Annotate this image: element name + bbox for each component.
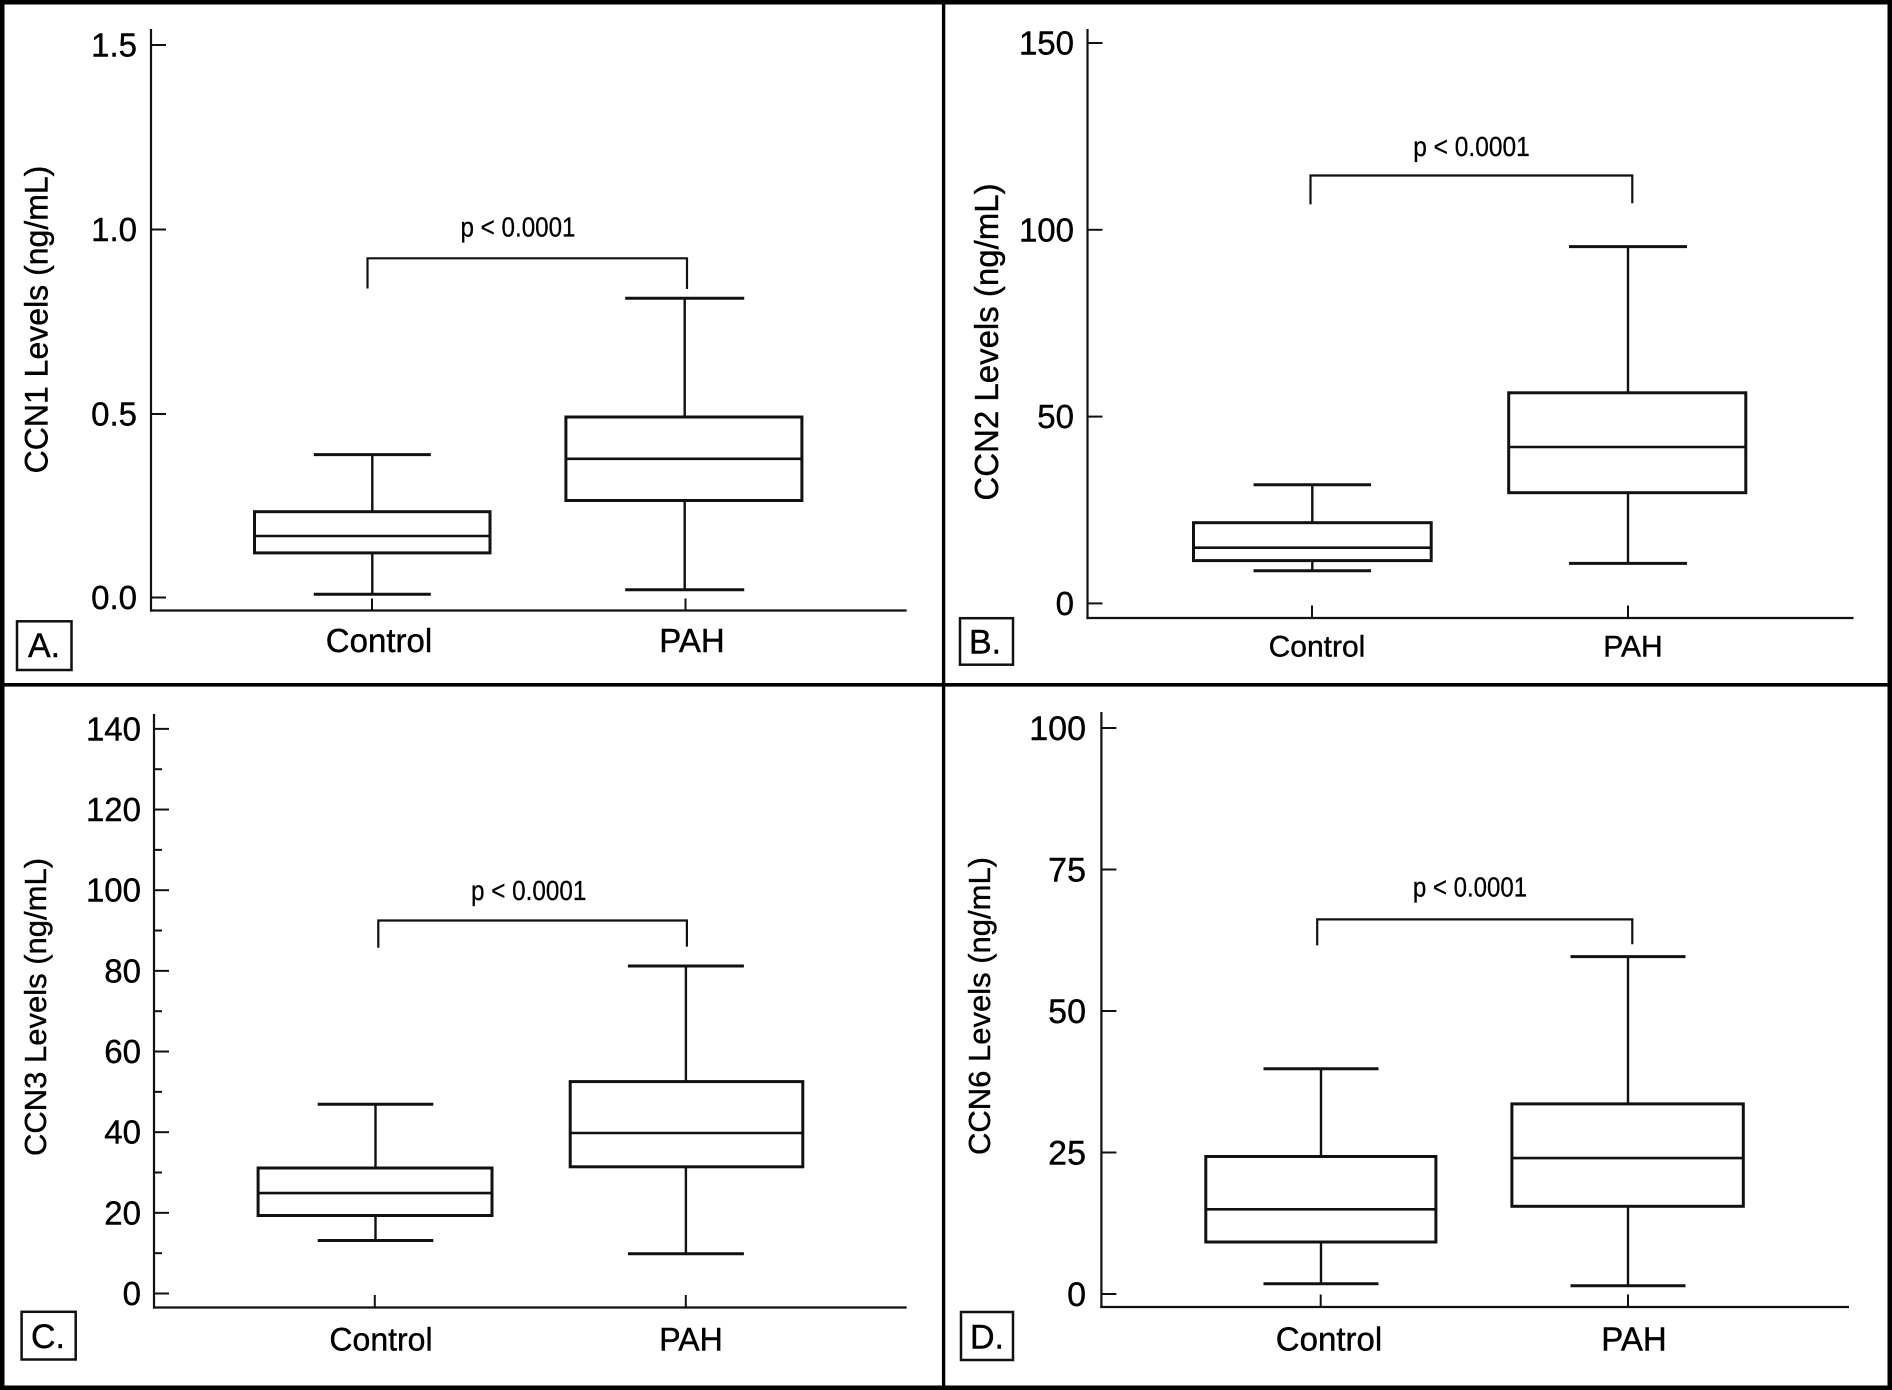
svg-text:Control: Control [1269, 631, 1366, 664]
svg-text:Control: Control [1276, 1321, 1382, 1358]
svg-text:100: 100 [1029, 710, 1086, 748]
svg-text:150: 150 [1019, 25, 1074, 62]
svg-text:CCN6 Levels (ng/mL): CCN6 Levels (ng/mL) [962, 857, 997, 1155]
svg-text:PAH: PAH [659, 1322, 722, 1358]
svg-text:p < 0.0001: p < 0.0001 [471, 875, 586, 906]
svg-text:25: 25 [1048, 1135, 1086, 1173]
svg-text:p < 0.0001: p < 0.0001 [1413, 131, 1530, 162]
svg-text:Control: Control [329, 1322, 432, 1358]
svg-text:PAH: PAH [659, 622, 724, 659]
svg-text:CCN1 Levels (ng/mL): CCN1 Levels (ng/mL) [19, 166, 55, 474]
svg-text:0: 0 [1056, 585, 1074, 622]
svg-text:PAH: PAH [1601, 1321, 1666, 1358]
svg-text:B.: B. [969, 623, 1001, 661]
svg-text:140: 140 [86, 710, 141, 747]
svg-text:0: 0 [123, 1275, 141, 1312]
svg-text:1.5: 1.5 [91, 27, 137, 64]
svg-text:1.0: 1.0 [91, 211, 137, 248]
svg-text:50: 50 [1037, 398, 1074, 435]
svg-text:D.: D. [970, 1319, 1004, 1357]
svg-text:50: 50 [1048, 993, 1086, 1031]
svg-text:p < 0.0001: p < 0.0001 [461, 212, 576, 243]
svg-text:120: 120 [86, 791, 141, 828]
svg-text:C.: C. [31, 1318, 65, 1356]
svg-text:75: 75 [1048, 852, 1086, 890]
svg-text:0: 0 [1067, 1276, 1086, 1314]
svg-text:A.: A. [28, 627, 60, 665]
svg-text:Control: Control [326, 622, 432, 659]
svg-text:0.5: 0.5 [91, 396, 137, 433]
svg-text:80: 80 [104, 952, 141, 989]
svg-text:0.0: 0.0 [91, 579, 137, 616]
svg-text:CCN2 Levels (ng/mL): CCN2 Levels (ng/mL) [968, 183, 1005, 500]
svg-text:CCN3 Levels (ng/mL): CCN3 Levels (ng/mL) [18, 858, 53, 1156]
svg-text:p < 0.0001: p < 0.0001 [1413, 872, 1527, 903]
svg-text:20: 20 [104, 1194, 141, 1231]
svg-text:100: 100 [86, 872, 141, 909]
svg-text:PAH: PAH [1603, 631, 1662, 664]
svg-text:60: 60 [104, 1033, 141, 1070]
svg-text:100: 100 [1019, 211, 1074, 248]
svg-text:40: 40 [104, 1114, 141, 1151]
